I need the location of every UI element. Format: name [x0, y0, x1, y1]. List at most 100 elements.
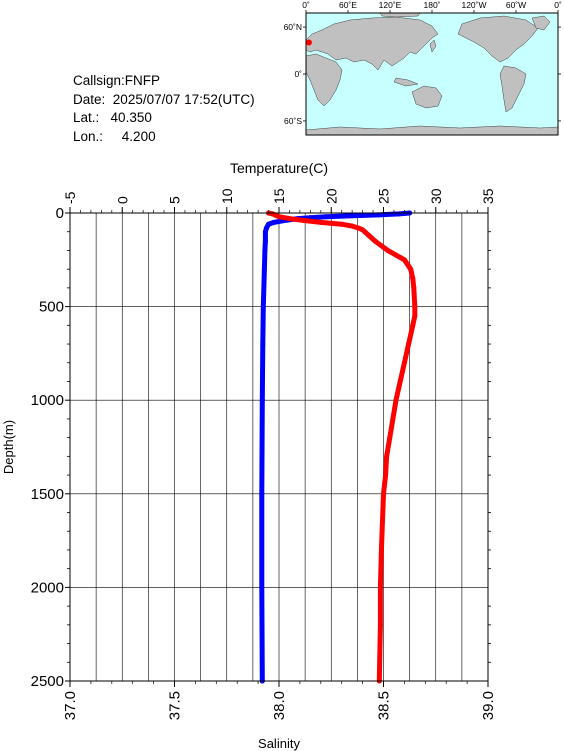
salinity-point — [397, 378, 403, 384]
salinity-point — [412, 313, 418, 319]
temperature-point — [261, 266, 267, 272]
bottom-tick-label: 37.0 — [62, 691, 79, 720]
date-value: 2025/07/07 17:52(UTC) — [112, 91, 255, 107]
y-tick-label: 2500 — [31, 673, 64, 690]
temperature-point — [271, 219, 277, 225]
map-lat-label: 60˚N — [284, 22, 302, 32]
lon-value: 4.200 — [121, 128, 156, 144]
salinity-point — [385, 247, 391, 253]
lon-label: Lon.: — [73, 128, 104, 144]
temperature-point — [262, 238, 268, 244]
top-tick-label: 15 — [271, 188, 287, 204]
map-lon-label: 60˚E — [339, 0, 357, 10]
temperature-point — [260, 341, 266, 347]
date-row: Date: 2025/07/07 17:52(UTC) — [73, 91, 255, 110]
salinity-point — [372, 238, 378, 244]
callsign-row: Callsign:FNFP — [73, 72, 255, 91]
land-africa — [305, 53, 343, 107]
salinity-point — [383, 472, 389, 478]
y-tick-label: 500 — [39, 299, 64, 316]
temperature-point — [375, 212, 381, 218]
y-tick-label: 1500 — [31, 486, 64, 503]
top-tick-label: 20 — [323, 188, 339, 204]
salinity-point — [410, 276, 416, 282]
map-lat-label: 60˚S — [284, 116, 302, 126]
salinity-point — [366, 232, 372, 238]
y-tick-label: 2000 — [31, 579, 64, 596]
map-lat-label: 0˚ — [294, 69, 302, 79]
temperature-point — [349, 213, 355, 219]
temperature-point — [259, 584, 265, 590]
map-land — [305, 12, 559, 136]
top-tick-label: 30 — [428, 188, 444, 204]
salinity-point — [390, 416, 396, 422]
top-axis-label: Temperature(C) — [230, 160, 328, 176]
salinity-point — [362, 229, 368, 235]
station-info: Callsign:FNFP Date: 2025/07/07 17:52(UTC… — [73, 72, 255, 146]
map-lon-label: 120˚E — [379, 0, 402, 10]
salinity-point — [377, 584, 383, 590]
salinity-point — [406, 341, 412, 347]
date-label: Date: — [73, 91, 106, 107]
map-lon-label: 120˚W — [461, 0, 486, 10]
map-lon-label: 60˚W — [506, 0, 526, 10]
salinity-point — [301, 217, 307, 223]
salinity-line — [266, 210, 418, 684]
chart-grid — [70, 213, 488, 681]
map-ticks: 0˚ 60˚E 120˚E 180˚ 120˚W 60˚W 0˚ 60˚N 0˚ 60˚S — [284, 0, 562, 126]
salinity-point — [339, 221, 345, 227]
top-tick-label: 5 — [167, 196, 183, 204]
lat-row: Lat.: 40.350 — [73, 109, 255, 128]
salinity-point — [276, 214, 282, 220]
temperature-point — [262, 247, 268, 253]
y-tick-label: 0 — [56, 205, 64, 222]
map-lon-label: 180˚ — [423, 0, 440, 10]
chart-series — [259, 210, 418, 684]
salinity-point — [272, 212, 278, 218]
bottom-tick-label: 38.0 — [271, 691, 288, 720]
salinity-point — [387, 435, 393, 441]
top-tick-label: -5 — [62, 191, 78, 204]
temperature-point — [263, 225, 269, 231]
land-indonesia — [393, 77, 419, 87]
station-marker — [305, 39, 312, 46]
salinity-point — [381, 491, 386, 497]
salinity-point — [408, 266, 414, 272]
salinity-point — [411, 285, 417, 291]
land-australia — [411, 85, 443, 109]
salinity-point — [378, 547, 384, 553]
salinity-point — [401, 257, 407, 263]
temperature-point — [396, 211, 402, 217]
callsign-value: FNFP — [124, 73, 161, 88]
land-japan — [429, 39, 437, 53]
salinity-point — [349, 223, 355, 229]
land-eurasia — [305, 16, 439, 71]
land-south-america — [499, 65, 527, 113]
bottom-tick-label: 37.5 — [167, 691, 184, 720]
y-tick-label: 1000 — [31, 392, 64, 409]
land-north-america — [457, 15, 539, 63]
land-greenland — [531, 15, 551, 31]
temperature-point — [262, 229, 268, 235]
temperature-point — [259, 397, 265, 403]
top-tick-label: 35 — [480, 188, 496, 204]
lat-label: Lat.: — [73, 110, 100, 125]
temperature-point — [323, 214, 329, 220]
salinity-point — [355, 225, 361, 231]
lat-value: 40.350 — [110, 110, 152, 125]
temperature-point — [260, 304, 266, 310]
map-lon-label: 0˚ — [302, 0, 310, 10]
top-tick-label: 10 — [219, 188, 235, 204]
salinity-point — [377, 622, 383, 628]
temperature-point — [259, 491, 265, 497]
map-lon-label: 0˚ — [554, 0, 562, 10]
lon-row: Lon.: 4.200 — [73, 128, 255, 147]
salinity-point — [384, 453, 390, 459]
salinity-point — [401, 360, 407, 366]
bottom-tick-label: 39.0 — [480, 691, 497, 720]
y-axis-label: Depth(m) — [1, 420, 16, 474]
temperature-point — [266, 221, 272, 227]
